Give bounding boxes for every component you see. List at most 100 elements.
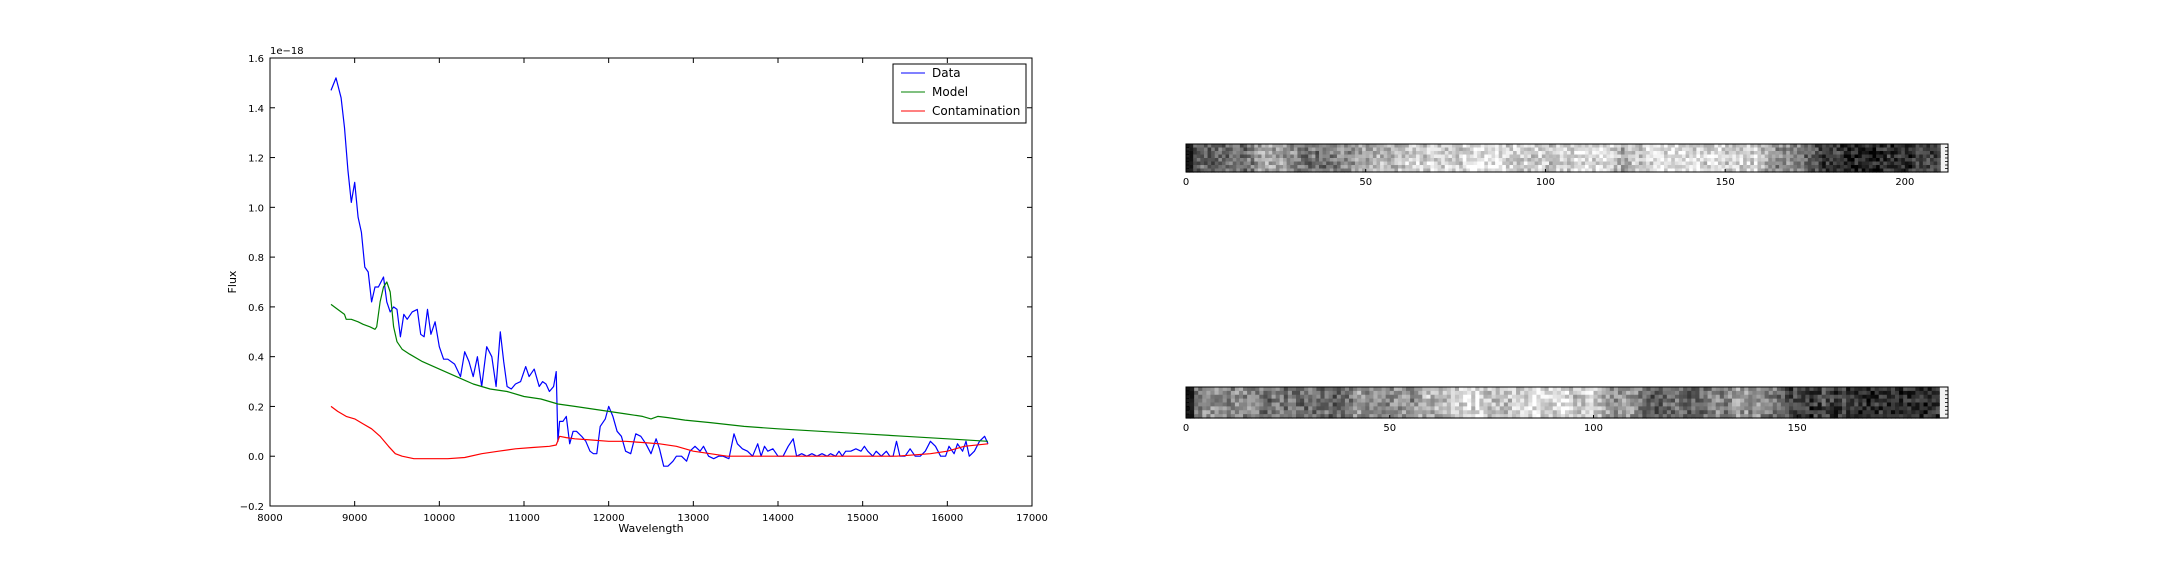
heatmap-2-cell (1361, 398, 1366, 404)
heatmap-1-cell (1326, 154, 1331, 159)
heatmap-2-cell (1560, 402, 1566, 407)
heatmap-1-cell (1858, 154, 1863, 159)
heatmap-2-cell (1850, 402, 1855, 407)
heatmap-1-cell (1933, 144, 1938, 149)
legend-label-data: Data (932, 66, 961, 80)
heatmap-2-cell (1585, 387, 1591, 392)
heatmap-2-cell (1658, 402, 1664, 407)
heatmap-2-cell (1259, 402, 1265, 407)
heatmap-2-cell (1670, 394, 1676, 400)
heatmap-2-cell (1662, 402, 1668, 407)
heatmap-2-cell (1736, 414, 1741, 419)
heatmap-2-cell (1821, 398, 1827, 404)
heatmap-1-cell (1297, 154, 1302, 159)
heatmap-2-cell (1719, 390, 1725, 396)
heatmap-2-cell (1459, 406, 1464, 411)
heatmap-2-cell (1475, 394, 1480, 400)
heatmap-2-cell (1695, 402, 1701, 407)
heatmap-1-cell (1894, 165, 1899, 170)
heatmap-1-cell (1750, 144, 1755, 149)
heatmap-2-cell (1410, 394, 1415, 400)
heatmap-2-cell (1316, 387, 1322, 392)
heatmap-2-cell (1899, 414, 1904, 419)
heatmap-2-cell (1418, 398, 1423, 404)
heatmap-1-cell (1211, 158, 1216, 163)
heatmap-2-cell (1267, 390, 1273, 396)
y-tick-label-8: 1.4 (248, 104, 264, 115)
heatmap-1-cell (1829, 144, 1834, 149)
heatmap-1-cell (1257, 161, 1263, 166)
x-tick-label-12000: 12000 (593, 513, 625, 524)
heatmap-1-cell (1372, 154, 1378, 159)
heatmap-2-cell (1414, 387, 1419, 392)
heatmap-1-cell (1628, 154, 1633, 159)
heatmap-2-cell (1597, 406, 1603, 411)
heatmap-1-cell (1484, 168, 1489, 173)
heatmap-1-cell (1268, 168, 1273, 173)
heatmap-1-cell (1944, 161, 1949, 166)
heatmap-2-cell (1821, 402, 1827, 407)
heatmap-2-cell (1344, 402, 1350, 407)
heatmap-1-cell (1879, 168, 1884, 173)
heatmap-1-cell (1638, 144, 1644, 149)
heatmap-2-cell (1797, 406, 1802, 411)
heatmap-1-cell (1937, 158, 1942, 163)
heatmap-2-cell (1487, 390, 1493, 396)
heatmap-1-cell (1577, 151, 1582, 156)
heatmap-1-cell (1703, 154, 1708, 159)
heatmap-1-cell (1685, 158, 1690, 163)
heatmap-2-cell (1577, 414, 1582, 419)
heatmap-2-cell (1785, 410, 1790, 415)
heatmap-1-cell (1588, 158, 1593, 163)
heatmap-1-cell (1279, 144, 1284, 149)
heatmap-2-cell (1744, 402, 1749, 407)
heatmap-1-cell (1865, 154, 1870, 159)
heatmap-2-cell (1418, 390, 1423, 396)
heatmap-2-cell (1251, 410, 1256, 415)
heatmap-2-cell (1915, 402, 1921, 407)
heatmap-1-cell (1761, 144, 1766, 149)
heatmap-1-cell (1466, 144, 1471, 149)
heatmap-2-cell (1907, 414, 1912, 419)
heatmap-2-cell (1931, 390, 1937, 396)
heatmap-1-cell (1574, 161, 1579, 166)
heatmap-2-cell (1385, 387, 1391, 392)
heatmap-1-cell (1279, 158, 1284, 163)
heatmap-1-cell (1674, 161, 1680, 166)
heatmap-2-cell (1699, 414, 1705, 419)
heatmap-2-cell (1528, 410, 1533, 415)
heatmap-2-cell (1674, 402, 1680, 407)
heatmap-2-cell (1650, 402, 1656, 407)
heatmap-2-cell (1377, 410, 1383, 415)
heatmap-2-cell (1569, 387, 1574, 392)
heatmap-2-cell (1670, 414, 1676, 419)
heatmap-2-cell (1613, 394, 1619, 400)
heatmap-1-cell (1915, 151, 1920, 156)
heatmap-1-cell (1757, 165, 1762, 170)
heatmap-2-cell (1886, 406, 1892, 411)
heatmap-2-cell (1487, 398, 1493, 404)
heatmap-1-cell (1257, 158, 1263, 163)
heatmap-2-cell (1214, 406, 1220, 411)
heatmap-2-cell (1471, 398, 1476, 404)
heatmap-1-cell (1815, 151, 1820, 156)
heatmap-1-cell (1293, 158, 1299, 163)
heatmap-1-cell (1678, 165, 1683, 170)
heatmap-1-cell (1592, 165, 1597, 170)
heatmap-2-cell (1548, 414, 1554, 419)
heatmap-2-cell (1194, 406, 1199, 411)
heatmap-2-cell (1230, 390, 1236, 396)
heatmap-2-cell (1540, 398, 1546, 404)
heatmap-2-cell (1870, 406, 1876, 411)
heatmap-2-cell (1226, 394, 1232, 400)
heatmap-2-cell (1520, 406, 1525, 411)
heatmap-2-cell (1776, 402, 1782, 407)
heatmap-1-cell (1710, 151, 1715, 156)
heatmap-2-cell (1581, 398, 1586, 404)
heatmap-1-cell (1602, 151, 1608, 156)
heatmap-1-cell (1728, 144, 1733, 149)
heatmap-1-cell (1779, 158, 1784, 163)
heatmap-2-cell (1650, 390, 1656, 396)
heatmap-2-cell (1263, 390, 1269, 396)
